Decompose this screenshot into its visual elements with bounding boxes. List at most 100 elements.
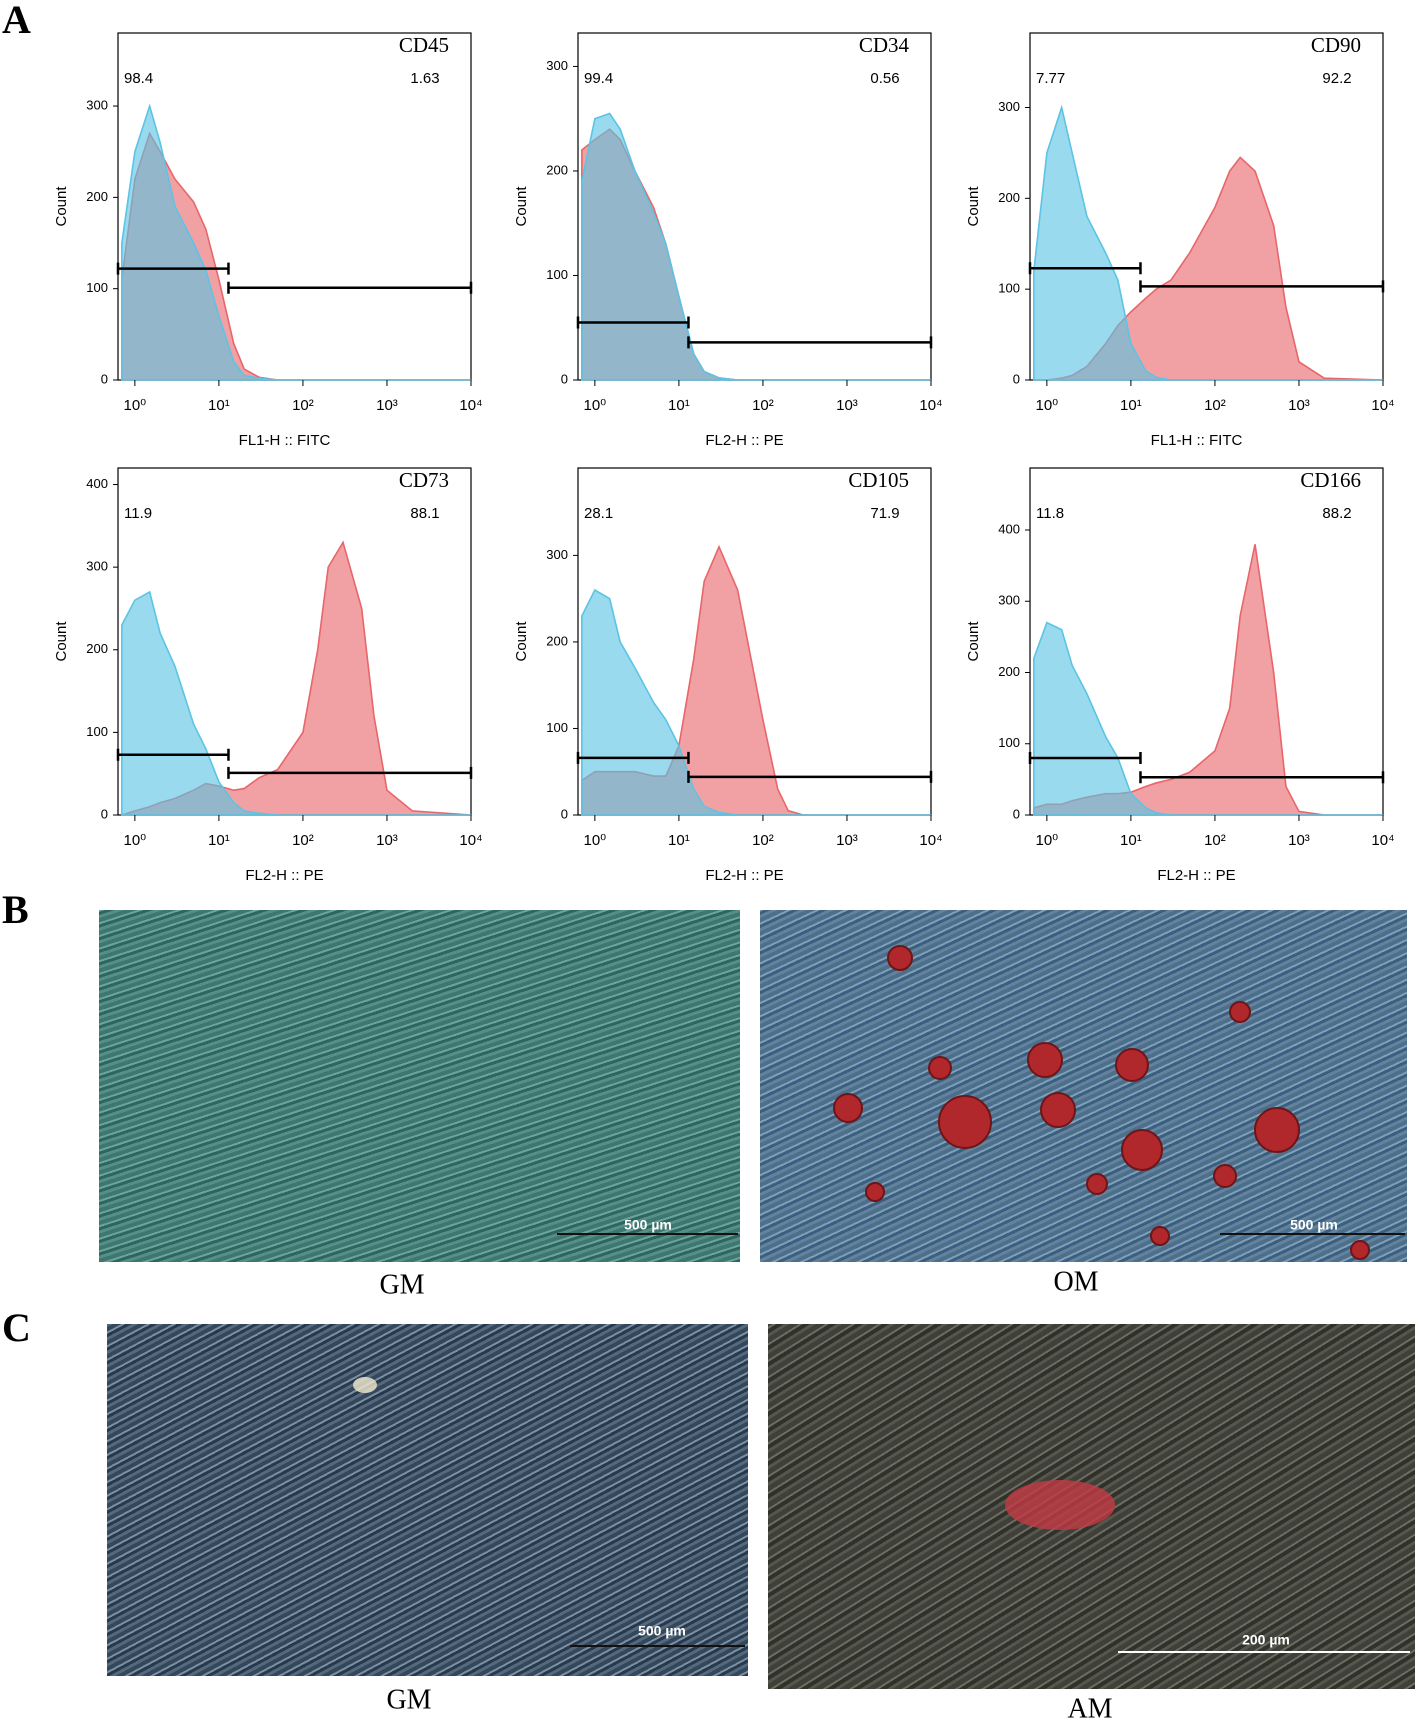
- gate: [576, 751, 690, 764]
- x-tick-label: 10⁴: [459, 832, 482, 849]
- y-tick-label: 200: [546, 633, 568, 648]
- gm-spot: [353, 1377, 377, 1393]
- x-tick-label: 10¹: [208, 832, 230, 849]
- gate-percent: 11.8: [1036, 505, 1064, 522]
- y-tick-label: 0: [1013, 371, 1020, 386]
- x-tick-label: 10⁰: [124, 397, 147, 414]
- x-axis-label: FL2-H :: PE: [245, 867, 323, 884]
- scale-label: 200 µm: [1242, 1632, 1290, 1648]
- y-axis-label: Count: [53, 186, 70, 227]
- y-tick-label: 200: [998, 190, 1020, 205]
- x-axis-label: FL2-H :: PE: [705, 432, 783, 449]
- gate-percent: 71.9: [870, 505, 899, 522]
- marker-name: CD166: [1300, 468, 1361, 492]
- scale-label: 500 µm: [638, 1623, 686, 1639]
- x-tick-label: 10³: [376, 397, 398, 414]
- y-tick-label: 400: [998, 521, 1020, 536]
- caption: OM: [1053, 1266, 1098, 1297]
- y-axis-label: Count: [53, 621, 70, 662]
- y-axis-label: Count: [965, 621, 982, 662]
- gate: [116, 262, 230, 275]
- x-tick-label: 10⁰: [1036, 832, 1059, 849]
- x-tick-label: 10²: [1204, 397, 1226, 414]
- marker-name: CD105: [848, 468, 909, 492]
- gate: [1028, 262, 1142, 275]
- photo-gm-b: [99, 910, 740, 1262]
- gate-percent: 0.56: [870, 70, 899, 87]
- y-tick-label: 100: [998, 735, 1020, 750]
- histogram-area: [581, 112, 931, 381]
- y-axis-label: Count: [513, 186, 530, 227]
- x-tick-label: 10⁰: [584, 832, 607, 849]
- x-axis-label: FL1-H :: FITC: [239, 432, 331, 449]
- y-tick-label: 0: [101, 371, 108, 386]
- panel-label: B: [2, 887, 29, 932]
- x-tick-label: 10⁴: [1371, 832, 1394, 849]
- x-tick-label: 10⁰: [1036, 397, 1059, 414]
- y-tick-label: 300: [998, 99, 1020, 114]
- x-tick-label: 10³: [1288, 832, 1310, 849]
- gate-percent: 88.1: [410, 505, 439, 522]
- marker-name: CD90: [1311, 33, 1361, 57]
- gate: [227, 766, 473, 779]
- x-tick-label: 10²: [292, 832, 314, 849]
- y-tick-label: 300: [86, 559, 108, 574]
- gate: [687, 336, 933, 349]
- y-tick-label: 100: [86, 724, 108, 739]
- x-tick-label: 10¹: [1120, 397, 1142, 414]
- caption: GM: [379, 1269, 424, 1300]
- y-tick-label: 200: [546, 162, 568, 177]
- y-tick-label: 0: [561, 371, 568, 386]
- gate-percent: 11.9: [124, 505, 152, 522]
- y-tick-label: 300: [998, 593, 1020, 608]
- marker-name: CD45: [399, 33, 449, 57]
- x-tick-label: 10¹: [1120, 832, 1142, 849]
- gate: [1028, 751, 1142, 764]
- panel-label: A: [2, 0, 31, 42]
- gate: [687, 770, 933, 783]
- y-tick-label: 200: [86, 641, 108, 656]
- y-tick-label: 400: [86, 476, 108, 491]
- x-tick-label: 10⁰: [124, 832, 147, 849]
- x-tick-label: 10²: [752, 832, 774, 849]
- y-axis-label: Count: [513, 621, 530, 662]
- panel-label: C: [2, 1305, 31, 1350]
- histogram-area: [1033, 104, 1383, 381]
- x-axis-label: FL2-H :: PE: [1157, 867, 1235, 884]
- gate-percent: 28.1: [584, 505, 613, 522]
- y-tick-label: 100: [998, 281, 1020, 296]
- y-tick-label: 200: [86, 189, 108, 204]
- caption: GM: [386, 1684, 431, 1715]
- gate-percent: 92.2: [1322, 70, 1351, 87]
- x-axis-label: FL2-H :: PE: [705, 867, 783, 884]
- y-tick-label: 200: [998, 664, 1020, 679]
- histogram-area: [1033, 621, 1383, 816]
- histogram-area: [121, 590, 471, 816]
- x-tick-label: 10¹: [208, 397, 230, 414]
- photo-gm-c: [107, 1324, 748, 1676]
- scale-label: 500 µm: [1290, 1217, 1338, 1233]
- y-tick-label: 300: [86, 97, 108, 112]
- scale-label: 500 µm: [624, 1217, 672, 1233]
- x-tick-label: 10⁴: [459, 397, 482, 414]
- gate-percent: 7.77: [1036, 70, 1065, 87]
- scale-bars: [557, 1233, 1410, 1653]
- x-tick-label: 10²: [1204, 832, 1226, 849]
- marker-name: CD34: [859, 33, 910, 57]
- y-tick-label: 0: [1013, 806, 1020, 821]
- x-tick-label: 10³: [376, 832, 398, 849]
- x-tick-label: 10³: [836, 397, 858, 414]
- x-tick-label: 10⁴: [1371, 397, 1394, 414]
- x-tick-label: 10⁴: [919, 832, 942, 849]
- x-tick-label: 10¹: [668, 832, 690, 849]
- gate: [116, 748, 230, 761]
- gate-percent: 98.4: [124, 70, 153, 87]
- gate: [1139, 280, 1385, 293]
- gate: [576, 316, 690, 329]
- marker-name: CD73: [399, 468, 449, 492]
- y-tick-label: 100: [546, 267, 568, 282]
- am-lipid: [1005, 1480, 1115, 1530]
- x-tick-label: 10²: [752, 397, 774, 414]
